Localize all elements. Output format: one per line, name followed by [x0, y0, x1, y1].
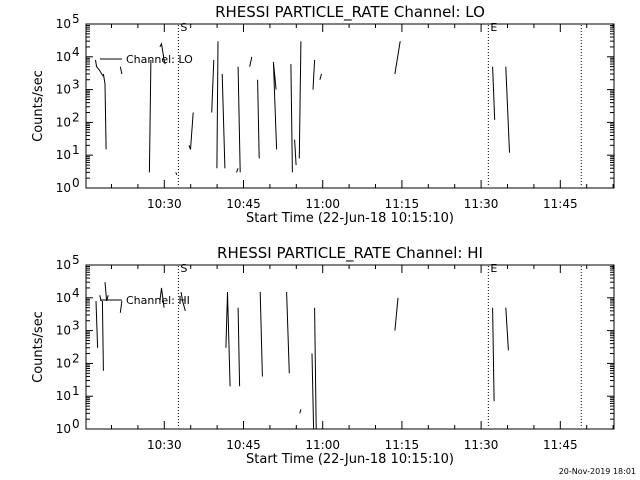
data-segment — [188, 112, 194, 150]
y-axis-label: Counts/sec — [31, 311, 46, 383]
y-axis-label: Counts/sec — [31, 70, 46, 142]
y-tick-label: 10 — [56, 17, 71, 31]
x-axis-label: Start Time (22-Jun-18 10:15:10) — [246, 452, 454, 467]
y-tick-exponent: 4 — [72, 286, 80, 300]
data-segment — [492, 307, 495, 402]
y-tick-exponent: 5 — [72, 12, 80, 26]
data-segment — [492, 66, 496, 120]
data-segment — [236, 168, 239, 173]
x-tick-label: 11:30 — [464, 197, 499, 211]
data-segment — [237, 307, 241, 387]
data-segment — [180, 291, 186, 312]
data-segment — [259, 291, 263, 377]
data-segment — [294, 139, 297, 166]
data-segment — [298, 41, 302, 159]
y-tick-exponent: 3 — [72, 78, 80, 92]
data-segment — [95, 300, 99, 348]
data-segment — [311, 353, 315, 430]
data-segment — [394, 41, 401, 75]
chart-title: RHESSI PARTICLE_RATE Channel: HI — [217, 244, 483, 263]
data-segment — [286, 291, 290, 374]
y-tick-label: 10 — [56, 148, 71, 162]
y-tick-label: 10 — [56, 83, 71, 97]
y-tick-exponent: 2 — [72, 351, 80, 365]
time-marker-label: E — [490, 262, 497, 275]
x-axis-label: Start Time (22-Jun-18 10:15:10) — [246, 211, 454, 226]
chart-panel-lo: RHESSI PARTICLE_RATE Channel: LO Start T… — [31, 3, 615, 226]
chart-panel-hi: RHESSI PARTICLE_RATE Channel: HI Start T… — [31, 244, 615, 467]
x-tick-label: 10:45 — [226, 438, 261, 452]
x-tick-label: 11:15 — [385, 197, 420, 211]
x-tick-label: 11:00 — [305, 197, 340, 211]
data-segment — [175, 172, 178, 176]
data-segment — [314, 307, 317, 430]
x-tick-label: 11:15 — [385, 438, 420, 452]
data-segment — [249, 56, 253, 67]
data-segment — [159, 42, 166, 65]
data-segment — [95, 59, 104, 77]
y-tick-exponent: 1 — [72, 143, 80, 157]
y-tick-exponent: 4 — [72, 45, 80, 59]
x-tick-label: 11:45 — [543, 197, 578, 211]
x-tick-label: 11:45 — [543, 438, 578, 452]
data-segment — [237, 66, 241, 173]
legend-label: Channel: LO — [126, 53, 193, 66]
time-marker-label: E — [490, 21, 497, 34]
y-tick-label: 10 — [56, 258, 71, 272]
y-tick-exponent: 1 — [72, 384, 80, 398]
data-segment — [104, 282, 109, 302]
x-tick-label: 10:30 — [147, 438, 182, 452]
y-tick-label: 10 — [56, 50, 71, 64]
plot-frame — [85, 264, 615, 430]
y-tick-label: 10 — [56, 181, 71, 195]
data-segment — [148, 59, 152, 173]
data-segment — [119, 66, 123, 75]
data-segment — [257, 79, 260, 159]
y-tick-exponent: 3 — [72, 319, 80, 333]
data-segment — [99, 295, 102, 302]
data-segment — [319, 73, 322, 80]
data-segment — [299, 409, 302, 414]
data-segment — [221, 73, 226, 169]
time-marker-label: S — [180, 262, 187, 275]
data-segment — [225, 291, 231, 387]
footer-timestamp: 20-Nov-2019 18:01 — [559, 467, 636, 476]
chart-title: RHESSI PARTICLE_RATE Channel: LO — [215, 3, 485, 22]
data-segment — [211, 59, 215, 113]
data-segment — [505, 307, 509, 351]
data-segment — [272, 61, 278, 150]
y-tick-exponent: 5 — [72, 253, 80, 267]
y-tick-label: 10 — [56, 356, 71, 370]
y-tick-exponent: 0 — [72, 417, 80, 431]
plot-frame — [85, 23, 615, 189]
y-tick-exponent: 0 — [72, 176, 80, 190]
legend-label: Channel: HI — [126, 294, 190, 307]
data-segment — [159, 287, 165, 308]
y-tick-label: 10 — [56, 389, 71, 403]
data-segment — [312, 59, 316, 90]
x-tick-label: 10:30 — [147, 197, 182, 211]
y-tick-label: 10 — [56, 324, 71, 338]
data-segment — [119, 300, 123, 313]
time-marker-label: S — [180, 21, 187, 34]
y-tick-label: 10 — [56, 422, 71, 436]
y-tick-label: 10 — [56, 115, 71, 129]
y-tick-exponent: 2 — [72, 110, 80, 124]
x-tick-label: 10:45 — [226, 197, 261, 211]
data-segment — [102, 73, 107, 150]
y-tick-label: 10 — [56, 291, 71, 305]
data-segment — [505, 66, 510, 153]
x-tick-label: 11:00 — [305, 438, 340, 452]
data-segment — [101, 300, 104, 371]
x-tick-label: 11:30 — [464, 438, 499, 452]
data-segment — [216, 41, 219, 169]
data-segment — [394, 297, 399, 331]
data-segment — [290, 64, 293, 173]
